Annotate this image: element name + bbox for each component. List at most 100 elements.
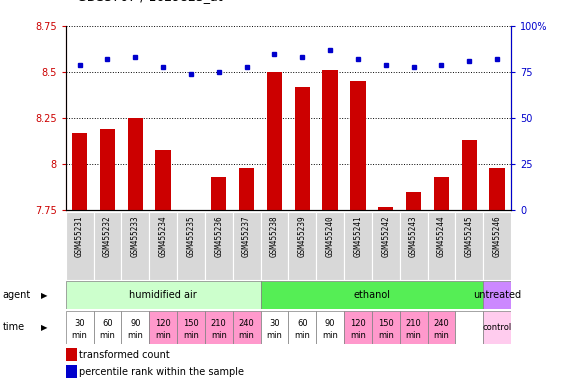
- Bar: [233, 311, 260, 344]
- Text: GSM455246: GSM455246: [493, 216, 502, 257]
- Text: min: min: [211, 331, 227, 340]
- Bar: [211, 177, 227, 210]
- Bar: [177, 311, 205, 344]
- Text: humidified air: humidified air: [129, 290, 197, 300]
- Text: min: min: [378, 331, 394, 340]
- Bar: [233, 212, 260, 280]
- Text: GSM455238: GSM455238: [270, 216, 279, 257]
- Text: min: min: [350, 331, 366, 340]
- Bar: [94, 212, 122, 280]
- Text: GSM455245: GSM455245: [465, 216, 474, 257]
- Bar: [428, 311, 456, 344]
- Text: GSM455244: GSM455244: [437, 216, 446, 257]
- Bar: [483, 311, 511, 344]
- Bar: [149, 212, 177, 280]
- Text: ▶: ▶: [41, 291, 47, 300]
- Text: GSM455240: GSM455240: [325, 216, 335, 257]
- Bar: [456, 212, 483, 280]
- Bar: [127, 118, 143, 210]
- Text: ▶: ▶: [41, 323, 47, 332]
- Bar: [406, 192, 421, 210]
- Bar: [344, 311, 372, 344]
- Bar: [260, 281, 483, 309]
- Text: 90: 90: [130, 319, 140, 328]
- Text: control: control: [482, 323, 512, 332]
- Bar: [66, 311, 94, 344]
- Text: time: time: [3, 322, 25, 333]
- Bar: [260, 311, 288, 344]
- Text: GSM455233: GSM455233: [131, 216, 140, 257]
- Text: min: min: [294, 331, 310, 340]
- Text: GSM455241: GSM455241: [353, 216, 363, 257]
- Bar: [400, 212, 428, 280]
- Text: min: min: [71, 331, 87, 340]
- Bar: [295, 87, 310, 210]
- Bar: [323, 70, 338, 210]
- Text: GSM455239: GSM455239: [297, 216, 307, 257]
- Bar: [350, 81, 365, 210]
- Text: transformed count: transformed count: [79, 349, 170, 359]
- Text: ethanol: ethanol: [353, 290, 391, 300]
- Bar: [372, 311, 400, 344]
- Bar: [316, 311, 344, 344]
- Text: 210: 210: [211, 319, 227, 328]
- Bar: [122, 212, 149, 280]
- Text: min: min: [183, 331, 199, 340]
- Text: 30: 30: [74, 319, 85, 328]
- Bar: [122, 311, 149, 344]
- Text: agent: agent: [3, 290, 31, 300]
- Bar: [434, 177, 449, 210]
- Bar: [100, 129, 115, 210]
- Text: min: min: [155, 331, 171, 340]
- Text: 240: 240: [433, 319, 449, 328]
- Bar: [483, 281, 511, 309]
- Text: percentile rank within the sample: percentile rank within the sample: [79, 367, 244, 377]
- Text: min: min: [405, 331, 421, 340]
- Bar: [428, 212, 456, 280]
- Text: untreated: untreated: [473, 290, 521, 300]
- Bar: [205, 212, 233, 280]
- Bar: [205, 311, 233, 344]
- Text: GSM455231: GSM455231: [75, 216, 84, 257]
- Bar: [149, 311, 177, 344]
- Text: GSM455236: GSM455236: [214, 216, 223, 257]
- Bar: [155, 150, 171, 210]
- Text: min: min: [267, 331, 283, 340]
- Bar: [489, 168, 505, 210]
- Text: GSM455234: GSM455234: [159, 216, 168, 257]
- Bar: [66, 281, 260, 309]
- Text: 60: 60: [102, 319, 112, 328]
- Bar: [177, 212, 205, 280]
- Bar: [72, 133, 87, 210]
- Bar: [378, 207, 393, 210]
- Bar: [461, 141, 477, 210]
- Text: GDS3707 / 1629823_at: GDS3707 / 1629823_at: [77, 0, 223, 3]
- Text: GSM455232: GSM455232: [103, 216, 112, 257]
- Text: 240: 240: [239, 319, 255, 328]
- Text: GSM455243: GSM455243: [409, 216, 418, 257]
- Text: 60: 60: [297, 319, 308, 328]
- Bar: [66, 348, 77, 361]
- Bar: [344, 212, 372, 280]
- Bar: [66, 365, 77, 379]
- Bar: [483, 212, 511, 280]
- Text: 210: 210: [406, 319, 421, 328]
- Bar: [288, 311, 316, 344]
- Text: min: min: [433, 331, 449, 340]
- Bar: [456, 311, 483, 344]
- Text: 120: 120: [350, 319, 366, 328]
- Text: 30: 30: [269, 319, 280, 328]
- Bar: [267, 72, 282, 210]
- Bar: [66, 212, 94, 280]
- Text: min: min: [99, 331, 115, 340]
- Bar: [288, 212, 316, 280]
- Text: GSM455242: GSM455242: [381, 216, 391, 257]
- Bar: [372, 212, 400, 280]
- Text: 90: 90: [325, 319, 335, 328]
- Text: 150: 150: [378, 319, 393, 328]
- Bar: [400, 311, 428, 344]
- Text: min: min: [127, 331, 143, 340]
- Bar: [94, 311, 122, 344]
- Text: GSM455235: GSM455235: [186, 216, 195, 257]
- Text: min: min: [322, 331, 338, 340]
